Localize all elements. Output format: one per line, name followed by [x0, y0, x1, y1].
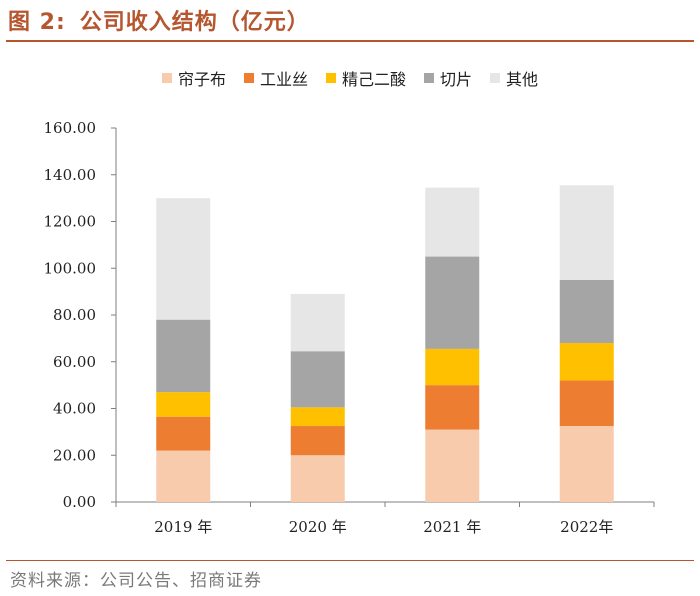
y-tick-label: 40.00 [53, 400, 96, 418]
legend-item: 帘子布 [161, 66, 226, 90]
legend-label: 精己二酸 [341, 70, 406, 89]
x-tick-label: 2022年 [560, 518, 613, 536]
y-tick-label: 60.00 [53, 353, 96, 371]
bar-segment-3-2 [559, 343, 614, 381]
bar-segment-0-1 [156, 416, 211, 451]
y-tick-label: 0.00 [63, 493, 96, 511]
chart-legend: 帘子布 工业丝 精己二酸 切片 其他 [0, 66, 700, 90]
legend-item: 其他 [490, 66, 538, 90]
x-tick-label: 2020 年 [289, 518, 347, 536]
figure-label: 图 2: [8, 10, 66, 35]
source-rule [6, 560, 694, 561]
bar-segment-2-3 [425, 256, 480, 349]
bar-segment-3-1 [559, 380, 614, 427]
y-tick-label: 140.00 [44, 166, 97, 184]
bar-segment-2-1 [425, 385, 480, 430]
y-tick-label: 100.00 [44, 259, 97, 277]
legend-label: 工业丝 [259, 70, 308, 89]
legend-item: 精己二酸 [325, 66, 406, 90]
bar-segment-3-3 [559, 279, 614, 344]
bar-segment-2-4 [425, 187, 480, 257]
legend-swatch [424, 73, 434, 83]
legend-swatch [490, 73, 501, 83]
legend-item: 工业丝 [243, 66, 308, 90]
bar-segment-2-0 [425, 429, 480, 502]
legend-swatch [243, 73, 254, 83]
bar-segment-1-2 [290, 407, 345, 427]
legend-label: 切片 [440, 70, 473, 89]
y-tick-label: 80.00 [53, 306, 96, 324]
legend-swatch [161, 73, 172, 83]
y-tick-label: 120.00 [44, 213, 97, 231]
bar-segment-0-3 [156, 319, 211, 393]
bar-segment-1-4 [290, 293, 345, 352]
legend-item: 切片 [424, 66, 472, 90]
bar-segment-3-0 [559, 426, 614, 502]
x-tick-label: 2019 年 [154, 518, 212, 536]
bar-segment-0-0 [156, 450, 211, 502]
bar-segment-3-4 [559, 185, 614, 280]
bar-segment-1-1 [290, 426, 345, 456]
bar-segment-2-2 [425, 348, 480, 386]
bar-segment-0-2 [156, 392, 211, 417]
figure-title-text: 公司收入结构（亿元） [79, 10, 310, 35]
x-tick-label: 2021 年 [423, 518, 481, 536]
source-note: 资料来源：公司公告、招商证券 [10, 571, 262, 591]
y-tick-label: 160.00 [44, 119, 97, 137]
figure-title: 图 2: 公司收入结构（亿元） [8, 4, 310, 36]
bar-segment-1-0 [290, 455, 345, 502]
legend-label: 其他 [506, 70, 539, 89]
legend-swatch [325, 73, 336, 83]
title-rule [6, 40, 694, 42]
bar-segment-1-3 [290, 351, 345, 408]
bar-segment-0-4 [156, 198, 211, 320]
legend-label: 帘子布 [177, 70, 226, 89]
y-tick-label: 20.00 [53, 446, 96, 464]
